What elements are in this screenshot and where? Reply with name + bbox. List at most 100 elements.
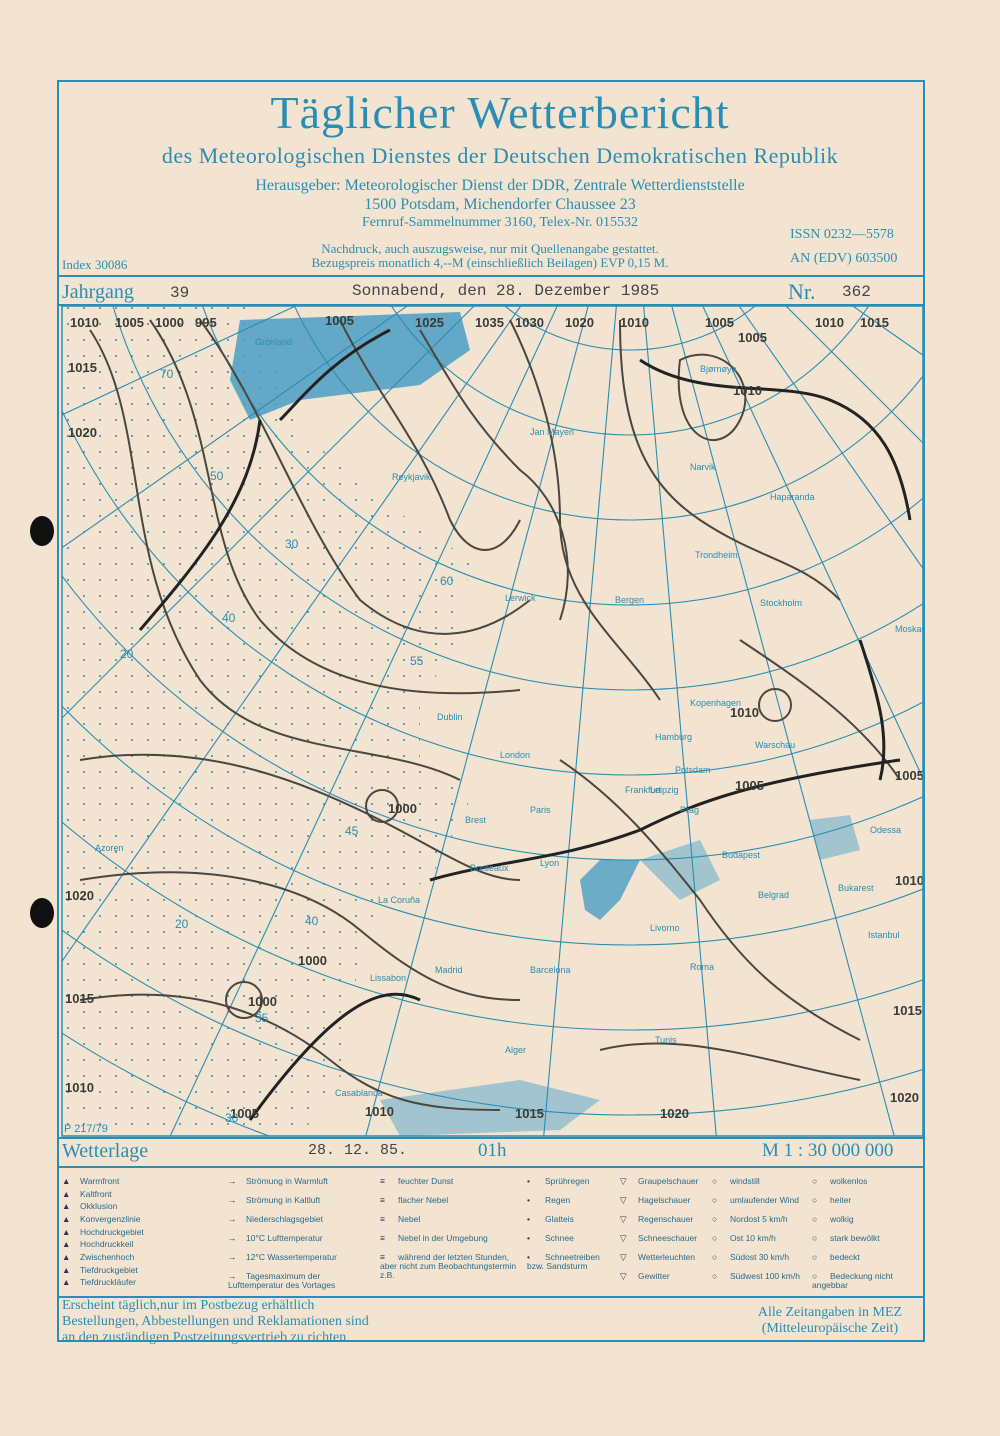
- city-label: Warschau: [755, 740, 795, 750]
- legend-symbol: →: [228, 1176, 237, 1186]
- legend-text: Nebel: [398, 1214, 421, 1224]
- city-label: Tunis: [655, 1035, 677, 1045]
- title: Täglicher Wetterbericht: [270, 87, 730, 138]
- nr-label: Nr.: [788, 279, 816, 304]
- city-label: Madrid: [435, 965, 463, 975]
- city-label: Belgrad: [758, 890, 789, 900]
- legend-item: • Regen: [527, 1196, 612, 1215]
- legend-item: ▲ Kaltfront: [62, 1189, 212, 1203]
- isobar-label: 1015: [893, 1003, 922, 1018]
- latitude-label: 40: [305, 914, 319, 928]
- legend-text: umlaufender Wind: [730, 1195, 799, 1205]
- isobar-label: 1000: [388, 801, 417, 816]
- isobar-label: 1010: [815, 315, 844, 330]
- meridian-line: [671, 306, 895, 1136]
- isobar-label: 1005: [705, 315, 734, 330]
- legend-item: ○ Südost 30 km/h: [712, 1253, 807, 1272]
- city-label: Budapest: [722, 850, 761, 860]
- legend-symbol: ▽: [620, 1195, 627, 1205]
- rule: [57, 1137, 925, 1139]
- city-label: Bukarest: [838, 883, 874, 893]
- meridian-line: [62, 306, 522, 963]
- isobar-label: 1020: [890, 1090, 919, 1105]
- legend-symbol: ≡: [380, 1233, 385, 1243]
- legend-symbol: ▲: [62, 1201, 71, 1212]
- legend-symbol: ○: [812, 1271, 818, 1281]
- legend-text: stark bewölkt: [830, 1233, 880, 1243]
- legend-column: ▲ Warmfront ▲ Kaltfront ▲ Okklusion ▲ Konvergen…: [62, 1177, 212, 1291]
- map-scale: M 1 : 30 000 000: [762, 1140, 894, 1161]
- sea-area: [380, 815, 860, 1136]
- legend-text: windstill: [730, 1176, 760, 1186]
- latitude-line: [504, 306, 756, 351]
- jahrgang: 39: [170, 284, 190, 302]
- sea-area: [580, 860, 640, 920]
- legend-symbol: ▲: [62, 1213, 71, 1224]
- legend-item: ≡ Nebel: [380, 1215, 520, 1234]
- legend-text: Hagelschauer: [638, 1195, 691, 1205]
- legend-text: Südwest 100 km/h: [730, 1271, 800, 1281]
- legend-column: ▽ Graupelschauer ▽ Hagelschauer ▽ Regenschaue…: [620, 1177, 705, 1291]
- city-label: Prag: [680, 805, 699, 815]
- meridian-line: [62, 306, 409, 549]
- city-label: Leipzig: [650, 785, 679, 795]
- legend-symbol: →: [228, 1214, 237, 1224]
- city-label: Alger: [505, 1045, 526, 1055]
- legend-item: ○ windstill: [712, 1177, 807, 1196]
- legend-text: Strömung in Kaltluft: [246, 1195, 321, 1205]
- legend-column: • Sprühregen • Regen • Glatteis • Schnee • Schnee…: [527, 1177, 612, 1272]
- isobar-label: 1010: [895, 873, 924, 888]
- meridian-line: [739, 201, 1000, 700]
- legend-item: → Niederschlagsgebiet: [228, 1215, 368, 1234]
- legend-item: ▲ Zwischenhoch: [62, 1252, 212, 1266]
- legend-symbol: ▽: [620, 1176, 627, 1186]
- legend-item: ▽ Graupelschauer: [620, 1177, 705, 1196]
- legend-item: ▲ Konvergenzlinie: [62, 1213, 212, 1228]
- city-label: Lissabon: [370, 973, 406, 983]
- legend-item: ○ heiter: [812, 1196, 922, 1215]
- legend-symbol: ≡: [380, 1176, 385, 1186]
- legend-symbol: ▽: [620, 1271, 627, 1281]
- city-label: Kopenhagen: [690, 698, 741, 708]
- latitude-label: 20: [120, 647, 134, 661]
- legend-symbol: ○: [712, 1233, 718, 1243]
- footer-right: Alle Zeitangaben in MEZ (Mitteleuropäisc…: [740, 1305, 920, 1337]
- latitude-line: [62, 409, 923, 776]
- legend-item: • Schnee: [527, 1234, 612, 1253]
- issue-date: Sonnabend, den 28. Dezember 1985: [352, 282, 660, 300]
- legend-symbol: →: [228, 1195, 237, 1205]
- legend-item: ▲ Tiefdruckgebiet: [62, 1265, 212, 1279]
- meridian-line: [702, 306, 923, 780]
- meridian-line: [738, 306, 923, 570]
- rule: [57, 275, 925, 277]
- isobar-label: 1005: [230, 1106, 259, 1121]
- footer-line: (Mitteleuropäische Zeit): [761, 1321, 899, 1336]
- legend-text: heiter: [830, 1195, 852, 1205]
- legend-symbol: ○: [712, 1176, 718, 1186]
- legend-text: während der letzten Stunden, aber nicht …: [380, 1252, 517, 1280]
- issue-number: 362: [842, 283, 871, 301]
- legend-symbol: →: [228, 1271, 237, 1281]
- latitude-line: [62, 705, 923, 946]
- legend-text: Hochdruckkeil: [80, 1239, 134, 1250]
- legend-symbol: •: [527, 1233, 530, 1243]
- legend-symbol: ▲: [62, 1239, 71, 1250]
- isobar-label: 1010: [70, 315, 99, 330]
- legend-symbol: ▽: [620, 1252, 627, 1262]
- city-label: Azoren: [95, 843, 124, 853]
- legend-item: → Strömung in Kaltluft: [228, 1196, 368, 1215]
- legend-text: Ost 10 km/h: [730, 1233, 776, 1243]
- latitude-label: 30: [285, 537, 299, 551]
- legend-text: Tagesmaximum der Lufttemperatur des Vort…: [228, 1271, 336, 1290]
- legend-symbol: •: [527, 1214, 530, 1224]
- legend-item: ○ Südwest 100 km/h: [712, 1272, 807, 1291]
- latitude-label: 45: [345, 824, 359, 838]
- isobar-label: 1005: [735, 778, 764, 793]
- legend-symbol: ○: [812, 1214, 818, 1224]
- legend-text: Nordost 5 km/h: [730, 1214, 788, 1224]
- isobar-label: 1005: [115, 315, 144, 330]
- meridian-line: [851, 306, 923, 356]
- fronts: [138, 328, 912, 1121]
- legend-text: 10°C Lufttemperatur: [246, 1233, 323, 1243]
